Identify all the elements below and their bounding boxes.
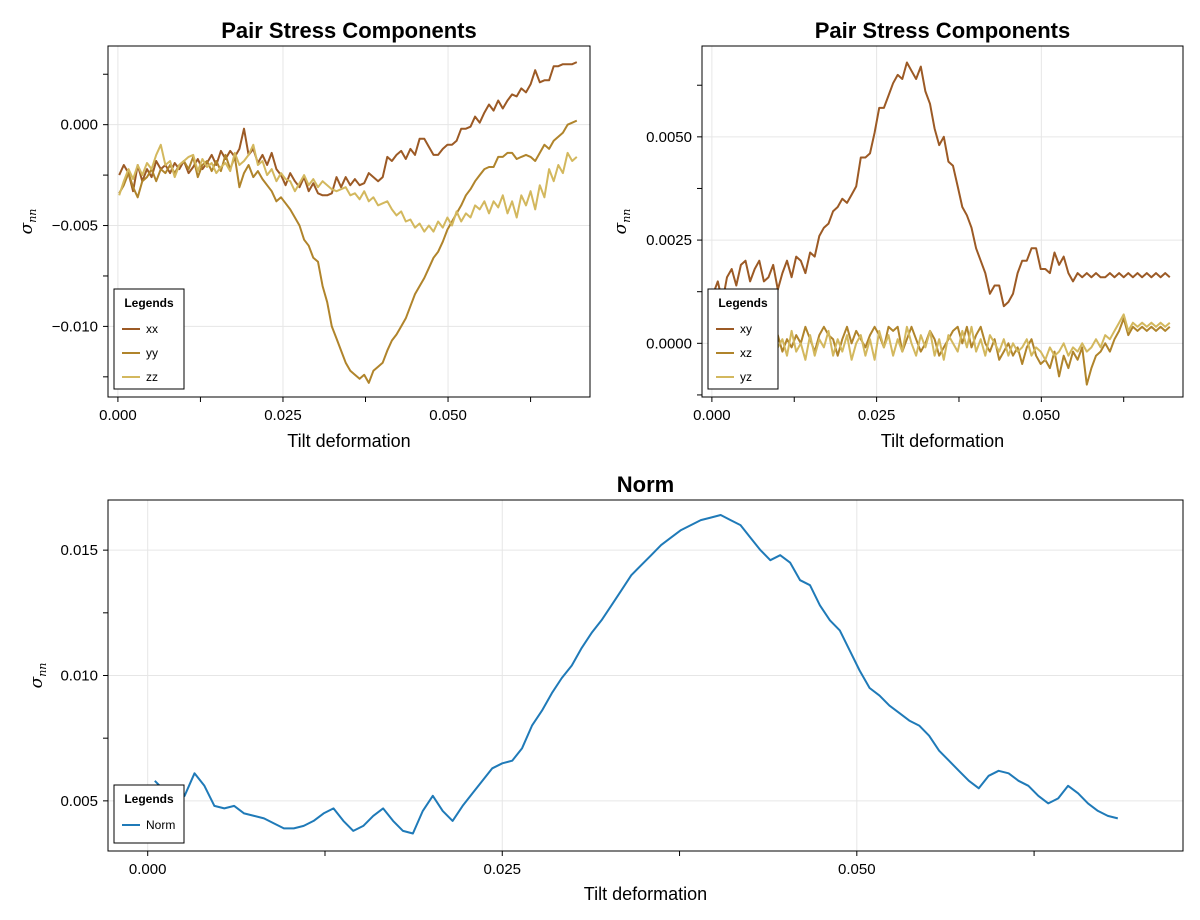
plot-frame: [107, 45, 591, 398]
y-axis-label: σnn: [17, 209, 39, 235]
x-axis-label: Tilt deformation: [287, 431, 410, 451]
legend-box: [113, 288, 185, 390]
x-axis-label: Tilt deformation: [881, 431, 1004, 451]
legend-title: Legends: [124, 296, 174, 310]
panel-2: 0.000 0.025 0.050 0.0000 0.0025 0.0050 Pair St…: [611, 18, 1184, 451]
series-line-zz: [118, 143, 578, 233]
legend-label-xx: xx: [146, 322, 158, 336]
chart-title: Pair Stress Components: [221, 18, 477, 43]
legend-label-xz: xz: [740, 346, 752, 360]
y-axis-label: σnn: [611, 209, 633, 235]
y-tick-label: 0.010: [60, 668, 98, 685]
legend: Legends xy xz yz: [707, 288, 779, 390]
legend-box: [113, 784, 185, 844]
series-line-yz: [712, 313, 1171, 361]
legend-title: Legends: [718, 296, 768, 310]
y-tick-label: 0.000: [60, 117, 98, 134]
x-tick-label: 0.050: [429, 407, 467, 424]
y-tick-label: 0.005: [60, 793, 98, 810]
legend-label-Norm: Norm: [146, 818, 175, 832]
series-line-Norm: [154, 514, 1119, 835]
series-line-xx: [118, 61, 578, 197]
y-tick-label: 0.0025: [646, 232, 692, 249]
x-tick-label: 0.050: [838, 861, 876, 878]
x-tick-label: 0.025: [264, 407, 302, 424]
series-line-yy: [118, 119, 578, 384]
legend: Legends xx yy zz: [113, 288, 185, 390]
panel-3: 0.000 0.025 0.050 0.005 0.010 0.015 Norm Tilt d…: [27, 472, 1184, 904]
x-tick-label: 0.000: [693, 407, 731, 424]
chart-title: Norm: [617, 472, 674, 497]
legend: Legends Norm: [113, 784, 185, 844]
y-tick-label: −0.010: [52, 318, 98, 335]
x-axis-label: Tilt deformation: [584, 884, 707, 904]
legend-label-yy: yy: [146, 346, 158, 360]
y-tick-label: −0.005: [52, 218, 98, 235]
y-tick-label: 0.015: [60, 542, 98, 559]
legend-label-xy: xy: [740, 322, 752, 336]
chart-title: Pair Stress Components: [815, 18, 1071, 43]
y-axis-label: σnn: [27, 663, 49, 689]
series-line-xy: [712, 61, 1171, 308]
legend-box: [707, 288, 779, 390]
x-tick-label: 0.025: [858, 407, 896, 424]
plot-frame: [701, 45, 1184, 398]
legend-title: Legends: [124, 792, 174, 806]
x-tick-label: 0.050: [1023, 407, 1061, 424]
x-tick-label: 0.000: [129, 861, 167, 878]
legend-label-zz: zz: [146, 370, 158, 384]
y-tick-label: 0.0000: [646, 335, 692, 352]
legend-label-yz: yz: [740, 370, 752, 384]
x-tick-label: 0.025: [483, 861, 521, 878]
panel-1: 0.000 0.025 0.050 −0.010 −0.005 0.000 Pair Str…: [17, 18, 591, 451]
x-tick-label: 0.000: [99, 407, 137, 424]
y-tick-label: 0.0050: [646, 129, 692, 146]
